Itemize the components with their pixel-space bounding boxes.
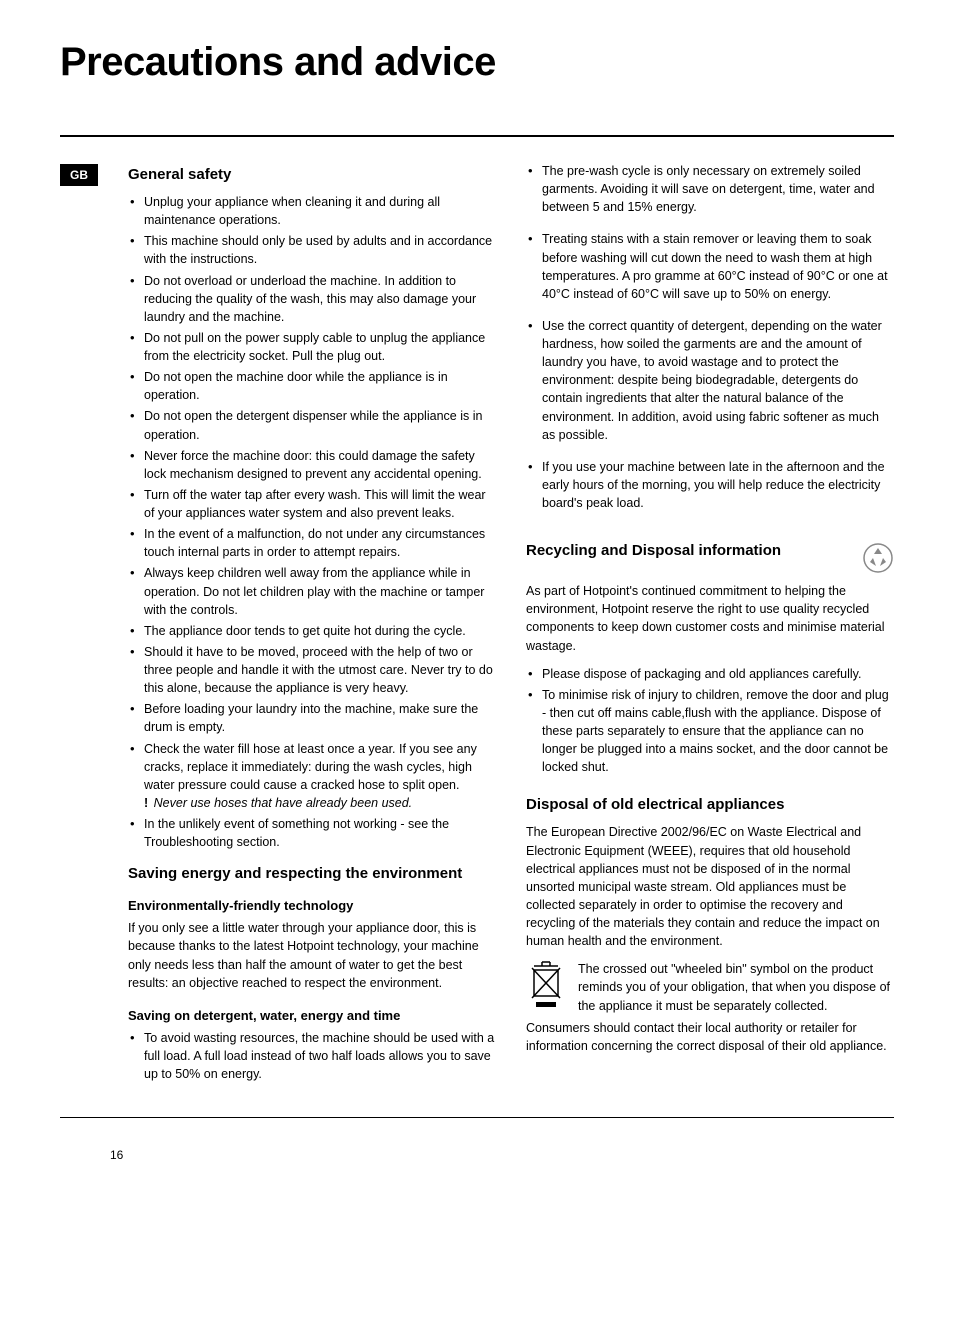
list-item: In the event of a malfunction, do not un… bbox=[128, 525, 496, 561]
bottom-divider bbox=[60, 1117, 894, 1118]
wheeled-bin-icon bbox=[526, 960, 566, 1010]
recycling-intro: As part of Hotpoint's continued commitme… bbox=[526, 582, 894, 655]
list-item: To minimise risk of injury to children, … bbox=[526, 686, 894, 777]
warning-icon: ! bbox=[144, 796, 148, 810]
list-item: Do not open the machine door while the a… bbox=[128, 368, 496, 404]
list-item: The appliance door tends to get quite ho… bbox=[128, 622, 496, 640]
list-item: Before loading your laundry into the mac… bbox=[128, 700, 496, 736]
title-divider bbox=[60, 135, 894, 137]
list-item: The pre-wash cycle is only necessary on … bbox=[526, 162, 894, 216]
energy-tips-list: The pre-wash cycle is only necessary on … bbox=[526, 162, 894, 512]
list-item: Turn off the water tap after every wash.… bbox=[128, 486, 496, 522]
list-item: Please dispose of packaging and old appl… bbox=[526, 665, 894, 683]
list-item: Always keep children well away from the … bbox=[128, 564, 496, 618]
disposal-heading: Disposal of old electrical appliances bbox=[526, 796, 894, 813]
content-wrapper: GB General safety Unplug your appliance … bbox=[60, 162, 894, 1097]
page-number: 16 bbox=[110, 1148, 894, 1162]
page-title: Precautions and advice bbox=[60, 40, 894, 85]
saving-detergent-subheading: Saving on detergent, water, energy and t… bbox=[128, 1008, 496, 1023]
list-item: Should it have to be moved, proceed with… bbox=[128, 643, 496, 697]
hose-warning: Never use hoses that have already been u… bbox=[154, 796, 413, 810]
list-item-hose: Check the water fill hose at least once … bbox=[128, 740, 496, 813]
columns: General safety Unplug your appliance whe… bbox=[128, 162, 894, 1097]
saving-detergent-list: To avoid wasting resources, the machine … bbox=[128, 1029, 496, 1083]
disposal-para2: Consumers should contact their local aut… bbox=[526, 1019, 894, 1055]
hose-text: Check the water fill hose at least once … bbox=[144, 742, 477, 792]
list-item: Unplug your appliance when cleaning it a… bbox=[128, 193, 496, 229]
recycling-heading-row: Recycling and Disposal information bbox=[526, 542, 894, 574]
list-item: Do not pull on the power supply cable to… bbox=[128, 329, 496, 365]
general-safety-list: Unplug your appliance when cleaning it a… bbox=[128, 193, 496, 851]
language-badge: GB bbox=[60, 164, 98, 186]
list-item: To avoid wasting resources, the machine … bbox=[128, 1029, 496, 1083]
env-tech-para: If you only see a little water through y… bbox=[128, 919, 496, 992]
list-item: Never force the machine door: this could… bbox=[128, 447, 496, 483]
list-item: Use the correct quantity of detergent, d… bbox=[526, 317, 894, 444]
list-item: Treating stains with a stain remover or … bbox=[526, 230, 894, 303]
recycling-heading: Recycling and Disposal information bbox=[526, 542, 781, 559]
env-tech-subheading: Environmentally-friendly technology bbox=[128, 898, 496, 913]
recycling-list: Please dispose of packaging and old appl… bbox=[526, 665, 894, 777]
bin-para: The crossed out "wheeled bin" symbol on … bbox=[578, 960, 894, 1014]
left-column: General safety Unplug your appliance whe… bbox=[128, 162, 496, 1097]
list-item: Do not overload or underload the machine… bbox=[128, 272, 496, 326]
right-column: The pre-wash cycle is only necessary on … bbox=[526, 162, 894, 1097]
list-item: If you use your machine between late in … bbox=[526, 458, 894, 512]
list-item: In the unlikely event of something not w… bbox=[128, 815, 496, 851]
recycle-icon bbox=[862, 542, 894, 574]
list-item: Do not open the detergent dispenser whil… bbox=[128, 407, 496, 443]
list-item: This machine should only be used by adul… bbox=[128, 232, 496, 268]
saving-energy-heading: Saving energy and respecting the environ… bbox=[128, 865, 496, 882]
wheeled-bin-row: The crossed out "wheeled bin" symbol on … bbox=[526, 960, 894, 1014]
general-safety-heading: General safety bbox=[128, 166, 496, 183]
disposal-para1: The European Directive 2002/96/EC on Was… bbox=[526, 823, 894, 950]
